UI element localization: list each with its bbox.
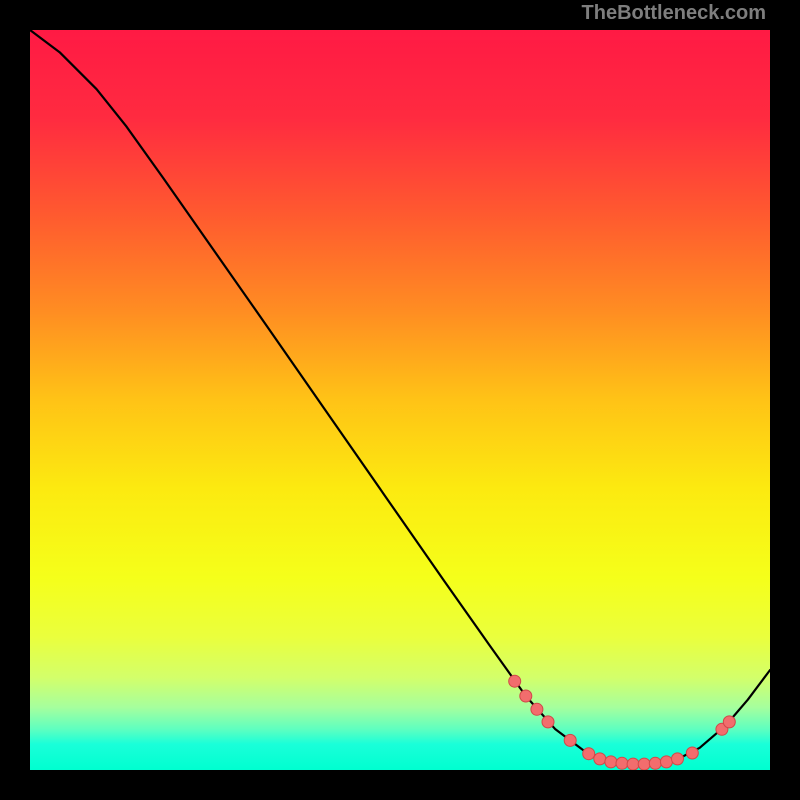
curve-marker xyxy=(638,758,650,770)
watermark-text: TheBottleneck.com xyxy=(582,2,766,25)
curve-marker xyxy=(723,716,735,728)
chart-background xyxy=(30,30,770,770)
curve-marker xyxy=(649,757,661,769)
chart-container xyxy=(30,30,770,770)
curve-marker xyxy=(531,703,543,715)
curve-marker xyxy=(509,675,521,687)
bottleneck-curve-chart xyxy=(30,30,770,770)
curve-marker xyxy=(660,756,672,768)
curve-marker xyxy=(583,748,595,760)
curve-marker xyxy=(605,756,617,768)
curve-marker xyxy=(542,716,554,728)
curve-marker xyxy=(564,734,576,746)
curve-marker xyxy=(686,747,698,759)
curve-marker xyxy=(627,758,639,770)
curve-marker xyxy=(672,753,684,765)
curve-marker xyxy=(520,690,532,702)
chart-plot-area xyxy=(30,30,770,770)
curve-marker xyxy=(616,757,628,769)
curve-marker xyxy=(594,753,606,765)
